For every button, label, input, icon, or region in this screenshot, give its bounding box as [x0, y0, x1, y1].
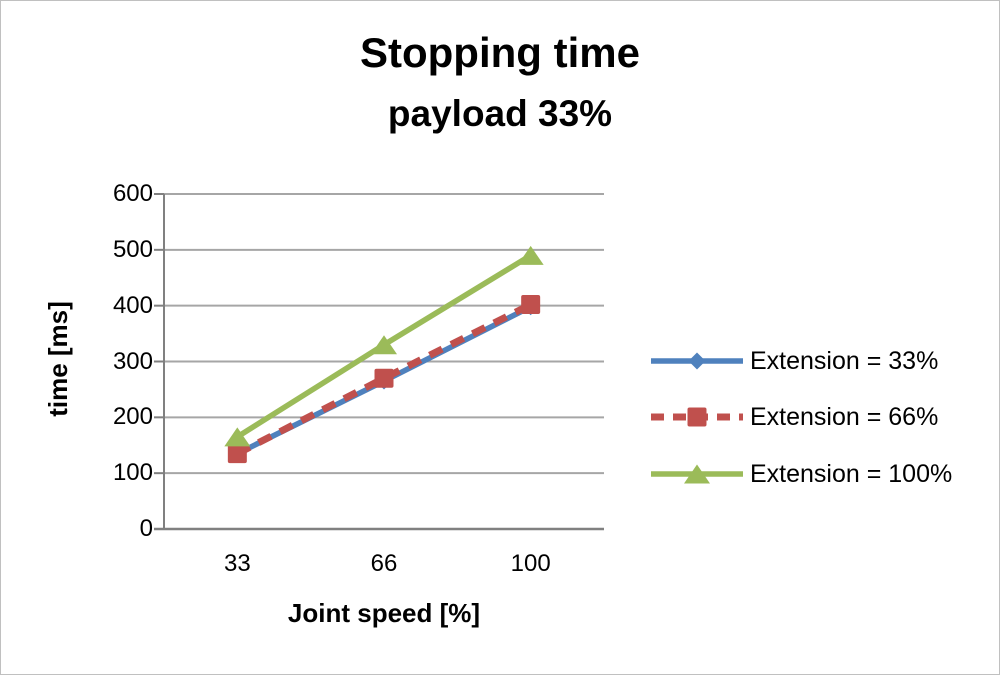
triangle-marker: [224, 427, 251, 447]
legend-label: Extension = 66%: [750, 402, 939, 431]
chart-subtitle: payload 33%: [387, 93, 613, 134]
chart-title: Stopping time: [360, 29, 640, 76]
series-line: [235, 301, 533, 457]
triangle-marker: [517, 245, 544, 265]
y-tick-label: 0: [139, 515, 153, 542]
legend-swatch: [651, 407, 743, 427]
square-marker: [227, 444, 247, 464]
diamond-marker: [688, 352, 706, 370]
x-tick-label: 100: [510, 550, 551, 577]
triangle-marker: [371, 335, 397, 355]
y-tick-label: 400: [112, 291, 153, 319]
square-marker: [687, 407, 707, 427]
legend-item: Extension = 33%: [651, 346, 938, 376]
x-tick-label: 66: [370, 550, 398, 577]
x-tick-label: 33: [223, 550, 251, 577]
legend-swatch: [651, 464, 743, 484]
square-marker: [521, 295, 541, 315]
y-tick-label: 300: [112, 347, 153, 375]
triangle-marker: [684, 464, 710, 484]
x-axis-title: Joint speed [%]: [287, 598, 481, 628]
y-tick-label: 100: [112, 459, 153, 487]
legend-item: Extension = 66%: [651, 402, 938, 432]
legend-item: Extension = 100%: [651, 459, 952, 489]
legend-label: Extension = 100%: [750, 459, 953, 488]
y-tick-label: 500: [112, 235, 153, 263]
y-tick-label: 600: [112, 180, 153, 207]
legend-swatch: [651, 352, 743, 370]
y-axis-title: time [ms]: [43, 301, 73, 417]
y-tick-label: 200: [112, 403, 153, 431]
square-marker: [374, 368, 394, 388]
legend-label: Extension = 33%: [750, 346, 939, 375]
